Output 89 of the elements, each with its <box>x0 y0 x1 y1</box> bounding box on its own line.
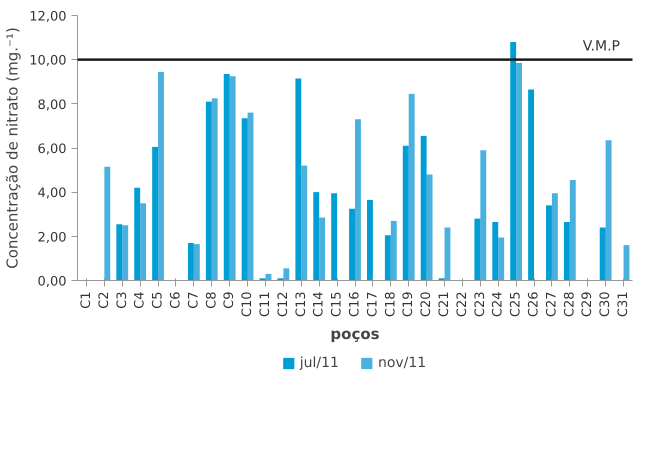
bar <box>152 146 158 280</box>
y-tick-label: 8,00 <box>38 98 67 113</box>
bar <box>283 268 290 280</box>
bar <box>552 193 558 280</box>
bar <box>122 225 128 280</box>
y-tick-label: 10,00 <box>29 54 66 69</box>
x-tick-label: C23 <box>472 291 488 318</box>
x-tick-label: C4 <box>132 291 148 309</box>
bar <box>402 146 409 280</box>
ref-line-label: V.M.P <box>582 38 620 55</box>
bar <box>444 228 450 280</box>
x-tick-label: C27 <box>544 291 560 318</box>
bar <box>188 242 194 280</box>
bar <box>349 208 355 280</box>
bar <box>546 205 552 280</box>
x-tick-label: C29 <box>580 291 596 318</box>
bar <box>313 192 320 280</box>
bar <box>516 62 522 280</box>
bar <box>319 218 326 280</box>
y-tick-label: 0,00 <box>38 274 67 290</box>
x-tick-label: C22 <box>454 291 470 318</box>
bar <box>426 174 433 280</box>
x-tick-label: C16 <box>348 291 362 318</box>
x-tick-label: C15 <box>330 291 345 318</box>
legend-label: nov/11 <box>378 355 426 371</box>
bar <box>301 166 308 280</box>
x-tick-label: C25 <box>508 291 524 318</box>
x-tick-label: C17 <box>365 291 380 318</box>
bar <box>510 42 516 280</box>
bar <box>212 98 218 280</box>
bar <box>492 222 498 280</box>
bar <box>498 237 504 280</box>
bar <box>104 166 110 280</box>
legend-label: jul/11 <box>300 355 339 371</box>
x-tick-label: C18 <box>383 291 398 318</box>
bar <box>331 193 338 280</box>
x-tick-label: C24 <box>490 291 506 318</box>
bar <box>134 188 140 280</box>
bar <box>242 118 248 280</box>
bar <box>355 119 361 280</box>
x-tick-label: C20 <box>419 291 434 318</box>
y-tick-label: 12,00 <box>29 10 66 24</box>
bar <box>474 218 480 280</box>
bar <box>295 78 302 280</box>
bar <box>366 200 373 280</box>
bar <box>528 89 534 280</box>
y-tick-label: 4,00 <box>38 186 67 202</box>
bar <box>564 222 570 280</box>
bar <box>248 112 254 280</box>
x-tick-label: C1 <box>78 291 94 309</box>
bar <box>408 94 415 280</box>
x-tick-label: C21 <box>437 291 452 318</box>
bar <box>265 274 272 280</box>
x-tick-label: C12 <box>276 291 291 318</box>
x-tick-label: C10 <box>240 291 256 318</box>
x-tick-label: C30 <box>598 291 614 318</box>
bar <box>384 235 391 280</box>
x-tick-label: C31 <box>616 291 632 318</box>
x-tick-label: C3 <box>114 291 130 309</box>
x-tick-label: C2 <box>96 291 112 309</box>
bar <box>140 203 146 280</box>
bar <box>194 244 200 280</box>
x-tick-label: C19 <box>401 291 416 318</box>
x-tick-label: C9 <box>222 291 238 309</box>
y-tick-label: 6,00 <box>38 142 67 157</box>
bar <box>206 102 212 280</box>
bar <box>224 74 230 280</box>
x-axis-title: poços <box>330 325 380 344</box>
bar <box>116 224 122 280</box>
y-tick-label: 2,00 <box>38 230 67 246</box>
x-tick-label: C26 <box>526 291 542 318</box>
x-tick-label: C13 <box>294 291 309 318</box>
bar <box>390 220 397 280</box>
x-tick-label: C14 <box>312 291 327 318</box>
bar <box>600 228 606 280</box>
x-tick-label: C7 <box>186 291 202 309</box>
x-tick-label: C8 <box>204 291 220 309</box>
x-tick-label: C6 <box>168 291 184 309</box>
bar <box>158 72 164 280</box>
y-axis-title: Concentração de nitrato (mg.⁻¹) <box>3 27 22 269</box>
x-tick-label: C28 <box>562 291 578 318</box>
bar <box>230 76 236 280</box>
bar <box>606 140 612 280</box>
bar <box>420 136 427 280</box>
x-tick-label: C11 <box>258 291 273 318</box>
x-tick-label: C5 <box>150 291 166 309</box>
bar <box>624 245 630 280</box>
bar <box>570 180 576 280</box>
bar <box>480 150 486 280</box>
